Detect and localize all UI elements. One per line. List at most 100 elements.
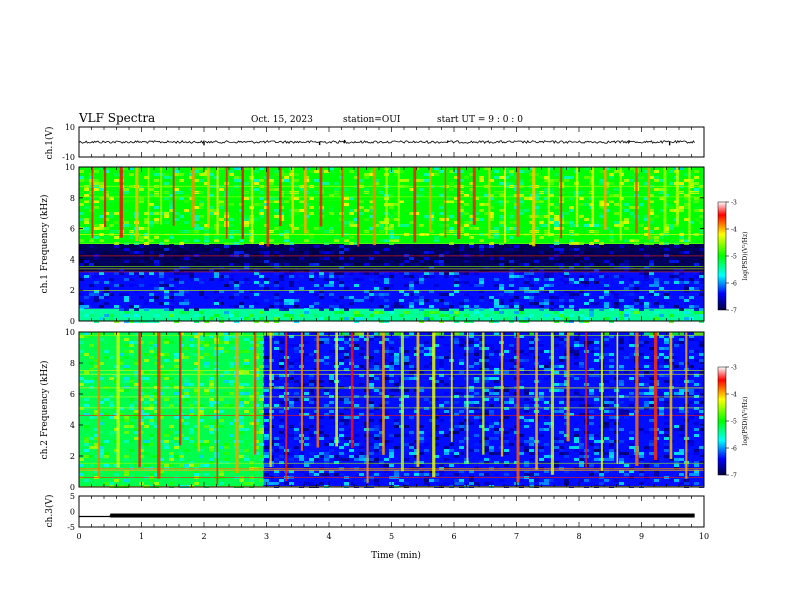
ch2-spec-burst-1 <box>116 332 120 468</box>
ch1-spec-burst-31 <box>532 167 536 247</box>
ch1-spec-ytick-1: 2 <box>70 286 75 295</box>
ch2-spec-burst-9 <box>269 332 272 468</box>
ch1-spec-burst-18 <box>341 167 344 238</box>
figure-title: VLF Spectra <box>78 111 155 125</box>
ch2-spec-burst-22 <box>482 332 485 455</box>
ch1-spec-burst-42 <box>688 167 691 242</box>
ch2-spec-burst-20 <box>450 332 453 442</box>
ch1-colorbar-label: log(PSD)(V²/Hz) <box>742 232 749 281</box>
x-tick-2: 2 <box>201 532 206 541</box>
x-tick-4: 4 <box>326 532 331 541</box>
ch2-colorbar-tick-4: -7 <box>731 473 737 480</box>
ch2-spec-burst-2 <box>138 332 141 468</box>
ch3-ytick-0: 5 <box>70 492 75 501</box>
ch2-spec-burst-25 <box>535 332 538 470</box>
ch2-colorbar-tick-0: -3 <box>731 365 737 372</box>
ch2-spec-burst-3 <box>157 332 161 479</box>
ch2-spec-ylabel: ch.2 Frequency (kHz) <box>39 361 50 460</box>
ch1-spec-burst-36 <box>604 167 607 230</box>
x-tick-9: 9 <box>639 532 644 541</box>
ch2-spec-burst-32 <box>654 332 658 460</box>
ch1-spec-ytick-0: 0 <box>70 317 75 326</box>
ch1-spec-burst-6 <box>172 167 175 226</box>
ch1-spec-burst-13 <box>266 167 270 247</box>
ch2-spec-burst-33 <box>669 332 673 460</box>
ch2-colorbar-label: log(PSD)(V²/Hz) <box>742 397 749 446</box>
x-tick-10: 10 <box>699 532 709 541</box>
ch2-spec-ytick-3: 6 <box>70 390 75 399</box>
x-tick-1: 1 <box>139 532 144 541</box>
ch2-spec-burst-30 <box>616 332 619 464</box>
ch2-spec-burst-6 <box>216 332 219 485</box>
ch1-spec-burst-19 <box>357 167 360 247</box>
ch1-spec-burst-5 <box>160 167 163 225</box>
ch1-spec-burst-41 <box>675 167 679 225</box>
ch2-spec-burst-17 <box>400 332 404 472</box>
ch3-frame-ticks <box>78 496 705 527</box>
x-tick-0: 0 <box>76 532 81 541</box>
ch2-spec-burst-24 <box>516 332 520 483</box>
ch1-spec-burst-30 <box>516 167 520 237</box>
ch3-thick-band <box>110 513 695 518</box>
ch2-spec-ytick-2: 4 <box>70 421 75 430</box>
ch2-spec-burst-23 <box>500 332 504 457</box>
ch1-spec-burst-35 <box>591 167 595 226</box>
ch2-spec-burst-15 <box>366 332 369 484</box>
ch1-spec-burst-39 <box>647 167 651 240</box>
ch1-spec-burst-38 <box>635 167 638 234</box>
ch1-colorbar-tick-1: -4 <box>731 227 737 234</box>
x-tick-7: 7 <box>514 532 519 541</box>
ch1-spec-burst-9 <box>216 167 219 234</box>
ch1-spec-burst-1 <box>104 167 107 228</box>
ch1-spec-burst-27 <box>472 167 476 225</box>
ch2-spec-burst-31 <box>635 332 639 466</box>
ch2-spec-burst-13 <box>335 332 339 447</box>
ch1-spec-burst-16 <box>304 167 307 234</box>
ch2-spec-burst-0 <box>97 332 101 479</box>
ch1-spec-burst-11 <box>241 167 244 240</box>
ch1-spec-burst-7 <box>191 167 195 228</box>
ch2-spec-burst-26 <box>550 332 555 475</box>
ch1-spec-burst-14 <box>279 167 282 227</box>
ch2-spec-ytick-5: 10 <box>65 328 75 337</box>
ch2-colorbar-tick-2: -5 <box>731 419 737 426</box>
ch1-spec-burst-25 <box>444 167 447 238</box>
ch1-spec-ytick-3: 6 <box>70 225 75 234</box>
ch1-spec-burst-8 <box>207 167 210 228</box>
ch2-spec-burst-29 <box>600 332 603 471</box>
ch1-colorbar-tick-4: -7 <box>731 308 737 315</box>
ch1-colorbar-tick-0: -3 <box>731 200 737 207</box>
ch2-spec-burst-21 <box>466 332 469 463</box>
x-tick-6: 6 <box>451 532 456 541</box>
ch2-spec-cells <box>79 332 704 488</box>
ch2-spec-burst-4 <box>179 332 182 446</box>
start-time-label: start UT = 9 : 0 : 0 <box>437 115 523 125</box>
ch1-spec-ytick-5: 10 <box>65 163 75 172</box>
ch1-spec-burst-34 <box>575 167 579 228</box>
ch2-spec-ylabel-text: ch.2 Frequency (kHz) <box>39 361 50 460</box>
ch1-ylabel: ch.1(V) <box>44 127 55 160</box>
x-axis-label: Time (min) <box>371 550 421 561</box>
ch1-spec-burst-33 <box>560 167 563 239</box>
ch2-colorbar-tick-1: -4 <box>731 392 737 399</box>
ch1-spec-burst-40 <box>663 167 667 234</box>
ch1-spec-frame-ticks <box>78 167 705 321</box>
ch1-colorbar: -3 -4 -5 -6 -7 log(PSD)(V²/Hz) <box>717 200 749 315</box>
ch1-spec-burst-17 <box>319 167 323 227</box>
ch2-spec-burst-11 <box>300 332 304 451</box>
x-tick-8: 8 <box>576 532 581 541</box>
ch2-spec-burst-28 <box>585 332 587 468</box>
ch2-spec-ytick-1: 2 <box>70 452 75 461</box>
ch1-spec-burst-3 <box>135 167 139 241</box>
ch3-ytick-1: 0 <box>70 508 75 517</box>
date-label: Oct. 15, 2023 <box>251 115 313 125</box>
ch2-spec-burst-34 <box>685 332 688 479</box>
ch2-spec-ytick-0: 0 <box>70 483 75 492</box>
ch1-spec-cells <box>79 167 704 323</box>
ch3-ylabel: ch.3(V) <box>44 495 55 528</box>
ch2-spec-burst-5 <box>197 332 200 452</box>
ch2-spec-burst-8 <box>254 332 257 455</box>
ch2-spectrogram-panel: 0 2 4 6 8 10 <box>65 328 705 492</box>
ch2-spec-burst-16 <box>382 332 385 455</box>
